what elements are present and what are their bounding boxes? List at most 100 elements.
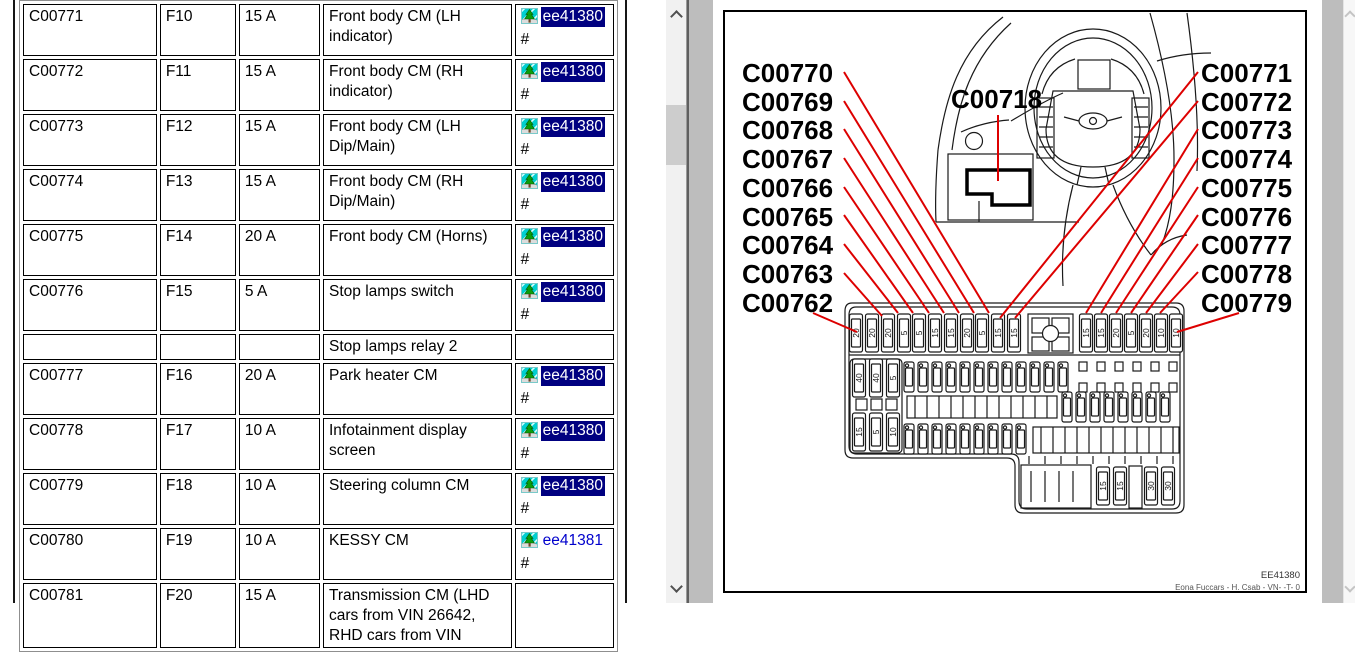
frame-divider[interactable] xyxy=(687,0,689,603)
cell-connector: C00780 xyxy=(23,528,157,580)
diagram-label: C00771 xyxy=(1201,58,1292,88)
picture-icon[interactable] xyxy=(520,283,538,299)
diagram-link[interactable]: ee41380 xyxy=(540,227,605,247)
anchor-hash[interactable]: # xyxy=(520,444,530,462)
cell-link: ee41380 # xyxy=(514,363,614,415)
anchor-hash[interactable]: # xyxy=(520,499,530,517)
window-scrollbar[interactable] xyxy=(1343,0,1355,603)
scroll-up-icon[interactable] xyxy=(1344,10,1355,22)
cell-description: Park heater CM xyxy=(323,363,512,415)
anchor-hash[interactable]: # xyxy=(520,195,530,213)
diagram-label-center: C00718 xyxy=(951,84,1042,114)
cell-link: ee41380 # xyxy=(514,114,614,166)
cell-link xyxy=(514,583,614,649)
cell-connector: C00773 xyxy=(23,114,157,166)
picture-icon[interactable] xyxy=(520,228,538,244)
diagram-link[interactable]: ee41380 xyxy=(540,172,605,192)
svg-text:20: 20 xyxy=(851,328,861,338)
anchor-hash[interactable]: # xyxy=(520,389,530,407)
cell-rating: 15 A xyxy=(238,169,320,221)
picture-icon[interactable] xyxy=(520,8,538,24)
picture-icon[interactable] xyxy=(520,422,538,438)
fuse-assignment-table: C00771 F10 15 A Front body CM (LH indica… xyxy=(19,0,618,652)
table-row: C00777 F16 20 A Park heater CM ee41380 # xyxy=(23,363,614,415)
cell-rating: 15 A xyxy=(238,114,320,166)
diagram-link[interactable]: ee41380 xyxy=(540,7,605,27)
cell-fuse: F12 xyxy=(159,114,236,166)
diagram-label: C00765 xyxy=(742,202,833,232)
anchor-hash[interactable]: # xyxy=(520,554,530,572)
diagram-link[interactable]: ee41381 xyxy=(542,532,603,549)
cell-fuse: F19 xyxy=(159,528,236,580)
diagram-label: C00766 xyxy=(742,173,833,203)
cell-connector: C00771 xyxy=(23,4,157,56)
cell-rating: 15 A xyxy=(238,583,320,649)
picture-icon[interactable] xyxy=(520,63,538,79)
diagram-link[interactable]: ee41380 xyxy=(540,366,605,386)
picture-icon[interactable] xyxy=(520,532,538,548)
picture-icon[interactable] xyxy=(520,173,538,189)
svg-text:5: 5 xyxy=(1126,330,1136,335)
cell-connector: C00776 xyxy=(23,279,157,331)
diagram-label: C00767 xyxy=(742,144,833,174)
cell-rating: 15 A xyxy=(238,4,320,56)
diagram-link[interactable]: ee41380 xyxy=(540,421,605,441)
fuse-table-frame: C00771 F10 15 A Front body CM (LH indica… xyxy=(0,0,666,652)
cell-rating: 20 A xyxy=(238,224,320,276)
picture-icon[interactable] xyxy=(520,118,538,134)
anchor-hash[interactable]: # xyxy=(520,30,530,48)
figure-box: 20 20 20 5 5 15 15 20 5 15 15 xyxy=(723,10,1307,593)
svg-text:20: 20 xyxy=(867,328,877,338)
cell-description: Stop lamps relay 2 xyxy=(323,334,512,360)
svg-text:10: 10 xyxy=(1171,328,1181,338)
scroll-down-icon[interactable] xyxy=(670,580,683,593)
scrollbar-thumb[interactable] xyxy=(666,105,686,165)
fusebox-art: 20 20 20 5 5 15 15 20 5 15 15 xyxy=(844,302,1185,514)
cell-connector: C00772 xyxy=(23,59,157,111)
diagram-label: C00763 xyxy=(742,259,833,289)
figure-footer: Eona Fuccars - H. Csab - VN- -T- 0 xyxy=(1175,583,1300,591)
cell-description: Front body CM (RH Dip/Main) xyxy=(323,169,512,221)
svg-text:15: 15 xyxy=(993,328,1003,338)
cell-description: Front body CM (LH Dip/Main) xyxy=(323,114,512,166)
dashboard-art xyxy=(935,12,1212,287)
diagram-link[interactable]: ee41380 xyxy=(540,476,605,496)
left-frame-scrollbar[interactable] xyxy=(666,0,686,603)
cell-connector xyxy=(23,334,157,360)
cell-rating: 10 A xyxy=(238,473,320,525)
svg-text:40: 40 xyxy=(854,373,864,383)
svg-text:15: 15 xyxy=(1115,481,1125,491)
scroll-down-icon[interactable] xyxy=(1344,581,1355,593)
table-row: C00780 F19 10 A KESSY CM ee41381 # xyxy=(23,528,614,580)
diagram-label: C00776 xyxy=(1201,202,1292,232)
svg-text:40: 40 xyxy=(871,373,881,383)
svg-text:15: 15 xyxy=(930,328,940,338)
cell-rating: 5 A xyxy=(238,279,320,331)
anchor-hash[interactable]: # xyxy=(520,250,530,268)
anchor-hash[interactable]: # xyxy=(520,85,530,103)
anchor-hash[interactable]: # xyxy=(520,140,530,158)
diagram-link[interactable]: ee41380 xyxy=(540,62,605,82)
picture-icon[interactable] xyxy=(520,477,538,493)
anchor-hash[interactable]: # xyxy=(520,305,530,323)
scroll-up-icon[interactable] xyxy=(670,10,683,23)
cell-rating: 10 A xyxy=(238,418,320,470)
diagram-label: C00768 xyxy=(742,115,833,145)
diagram-page: 20 20 20 5 5 15 15 20 5 15 15 xyxy=(713,0,1322,603)
svg-text:5: 5 xyxy=(871,429,881,434)
svg-text:20: 20 xyxy=(1111,328,1121,338)
diagram-label: C00773 xyxy=(1201,115,1292,145)
picture-icon[interactable] xyxy=(520,367,538,383)
cell-rating: 20 A xyxy=(238,363,320,415)
diagram-link[interactable]: ee41380 xyxy=(540,282,605,302)
diagram-label: C00777 xyxy=(1201,230,1292,260)
svg-text:20: 20 xyxy=(962,328,972,338)
cell-connector: C00778 xyxy=(23,418,157,470)
cell-description: Infotainment display screen xyxy=(323,418,512,470)
diagram-label: C00779 xyxy=(1201,288,1292,318)
cell-link: ee41380 # xyxy=(514,418,614,470)
connector-labels: C00770 C00769 C00768 C00767 C00766 C0076… xyxy=(742,58,1293,318)
diagram-label: C00772 xyxy=(1201,87,1292,117)
cell-fuse: F18 xyxy=(159,473,236,525)
diagram-link[interactable]: ee41380 xyxy=(540,117,605,137)
